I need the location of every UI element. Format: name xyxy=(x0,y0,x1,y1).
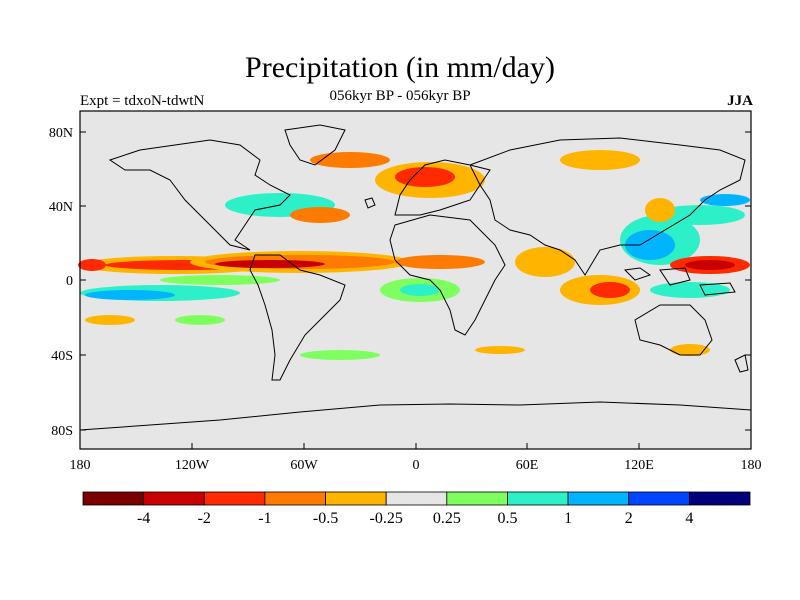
coastlines xyxy=(79,124,752,431)
coastline-africa xyxy=(389,214,506,336)
patch xyxy=(290,207,350,223)
patch xyxy=(215,260,325,268)
patch xyxy=(85,290,175,300)
coastline-greenland xyxy=(284,124,346,166)
x-tick-label: 120W xyxy=(175,458,210,473)
patch xyxy=(475,346,525,354)
colorbar-swatch xyxy=(507,491,569,506)
experiment-label: Expt = tdxoN-tdwtN xyxy=(80,93,205,109)
coastline-australia xyxy=(634,304,713,356)
colorbar-swatch xyxy=(203,491,266,506)
patch xyxy=(175,315,225,325)
coastline-new-zealand xyxy=(734,354,749,373)
patch xyxy=(685,260,735,270)
colorbar-swatch xyxy=(628,491,690,506)
colorbar-swatch xyxy=(446,491,508,506)
patch xyxy=(560,150,640,170)
patch xyxy=(670,344,710,356)
patch xyxy=(300,350,380,360)
precip-anomaly-patches xyxy=(78,150,750,360)
colorbar-label: 0.5 xyxy=(497,510,517,527)
y-tick-label: 80N xyxy=(49,126,73,141)
coastline-island xyxy=(699,282,736,296)
patch xyxy=(400,284,440,296)
coastline-europe xyxy=(394,159,491,216)
patch xyxy=(395,255,485,269)
colorbar-swatch xyxy=(143,491,205,506)
colorbar-swatch xyxy=(688,491,751,506)
colorbar-swatch xyxy=(82,491,145,506)
x-tick-label: 120E xyxy=(624,458,654,473)
x-tick-label: 0 xyxy=(413,458,420,473)
colorbar-label: -0.5 xyxy=(313,510,338,527)
colorbar-label: -4 xyxy=(137,510,150,527)
patch xyxy=(590,282,630,298)
y-tick-label: 0 xyxy=(66,274,73,289)
colorbar-label: -2 xyxy=(198,510,211,527)
coastline-south-america xyxy=(249,254,346,381)
colorbar-label: 0.25 xyxy=(433,510,461,527)
coastline-iceland xyxy=(364,197,376,209)
patch xyxy=(700,194,750,206)
colorbar-swatch xyxy=(325,491,387,506)
patch xyxy=(160,275,280,285)
x-tick-label: 60W xyxy=(290,458,318,473)
y-tick-label: 40S xyxy=(51,349,73,364)
colorbar-label: 1 xyxy=(564,510,572,527)
x-tick-label: 180 xyxy=(741,458,762,473)
map-panel xyxy=(78,110,752,450)
map-title: Precipitation (in mm/day) xyxy=(245,51,555,84)
coastline-north-america xyxy=(108,139,291,251)
colorbar-label: -0.25 xyxy=(370,510,403,527)
colorbar: -4 -2 -1 -0.5 -0.25 0.25 0.5 1 2 4 xyxy=(82,491,751,527)
y-tick-label: 80S xyxy=(51,424,73,439)
x-axis: 180 120W 60W 0 60E 120E 180 xyxy=(70,443,762,473)
x-tick-label: 60E xyxy=(516,458,539,473)
patch xyxy=(515,247,575,277)
patch xyxy=(85,315,135,325)
patch xyxy=(625,230,675,260)
patch xyxy=(655,205,745,225)
patch xyxy=(645,198,675,222)
coastline-antarctica xyxy=(79,401,752,431)
patch xyxy=(650,282,730,298)
coastline-asia xyxy=(469,137,746,276)
x-tick-label: 180 xyxy=(70,458,91,473)
colorbar-swatch xyxy=(264,491,326,506)
colorbar-label: 4 xyxy=(685,510,693,527)
coastline-island xyxy=(659,267,691,286)
coastline-island xyxy=(623,267,652,281)
colorbar-label: 2 xyxy=(625,510,633,527)
y-axis: 80N 40N 0 40S 80S xyxy=(49,126,751,439)
colorbar-swatch xyxy=(567,491,630,506)
colorbar-swatch xyxy=(385,491,448,506)
map-subtitle: 056kyr BP - 056kyr BP xyxy=(329,88,471,104)
y-tick-label: 40N xyxy=(49,200,73,215)
patch xyxy=(78,259,106,271)
patch xyxy=(310,152,390,168)
patch xyxy=(395,167,455,187)
season-label: JJA xyxy=(727,93,753,109)
colorbar-label: -1 xyxy=(258,510,271,527)
